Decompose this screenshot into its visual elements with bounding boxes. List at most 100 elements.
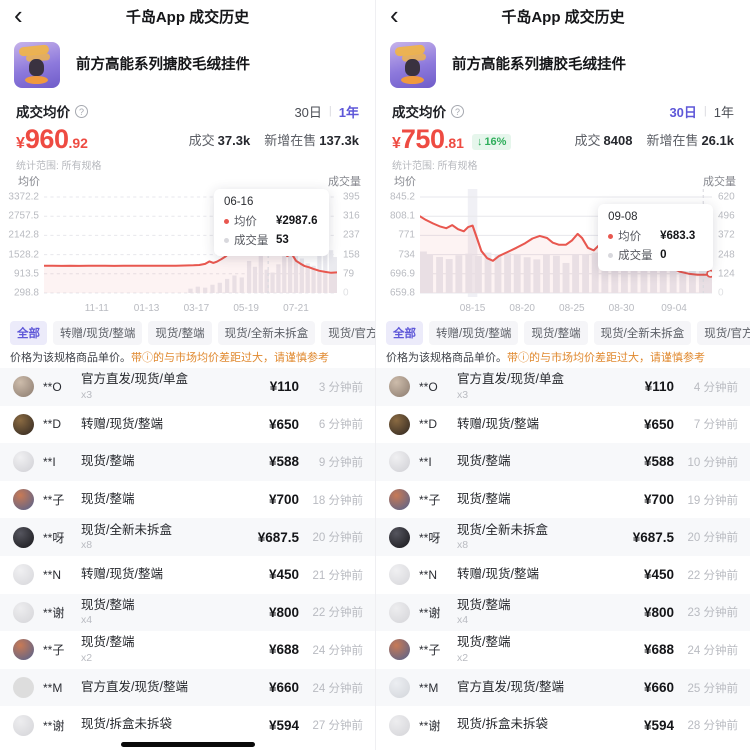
chart-plot-area[interactable]: 06-16 均价 ¥2987.6 成交量 53 11-11 01-13 03-17 05-… xyxy=(44,189,337,315)
x-axis-tick: 01-13 xyxy=(133,303,160,314)
username: **M xyxy=(419,680,439,695)
tooltip-volume-label: 成交量 xyxy=(233,235,269,247)
time-ago: 21 分钟前 xyxy=(312,569,364,582)
deal-price: ¥800 xyxy=(268,604,299,620)
range-tab-30d[interactable]: 30日 xyxy=(294,104,322,120)
avatar xyxy=(389,677,410,699)
home-indicator[interactable] xyxy=(120,742,255,747)
filter-tab[interactable]: 现货/全新未拆盒 xyxy=(217,321,316,345)
price-volume-chart[interactable]: 3372.2 2757.5 2142.8 1528.2 913.5 298.8 06-16… xyxy=(0,189,375,315)
volume-series-dot xyxy=(608,252,614,258)
transaction-row[interactable]: **I 现货/整端 ¥588 10 分钟前 xyxy=(376,443,750,481)
transaction-row[interactable]: **M 官方直发/现货/整端 ¥660 24 分钟前 xyxy=(0,668,375,707)
deal-price: ¥588 xyxy=(643,454,674,470)
stat-value: 8408 xyxy=(603,132,633,148)
time-ago: 22 分钟前 xyxy=(687,569,739,582)
price-decimal: .92 xyxy=(68,134,88,151)
thumb-base-shape xyxy=(401,76,424,84)
notice-text: 价格为该规格商品单价。 xyxy=(386,352,507,364)
transaction-row[interactable]: **N 转赠/现货/整端 ¥450 22 分钟前 xyxy=(376,556,750,594)
avatar xyxy=(13,564,34,586)
back-chevron-icon[interactable]: ‹ xyxy=(390,0,399,30)
username: **N xyxy=(43,567,62,582)
notice-text: 价格为该规格商品单价。 xyxy=(10,352,131,364)
username: **子 xyxy=(43,643,65,658)
back-chevron-icon[interactable]: ‹ xyxy=(14,0,23,30)
transaction-row[interactable]: **D 转赠/现货/整端 ¥650 6 分钟前 xyxy=(0,406,375,444)
filter-tab[interactable]: 现货/官方直 xyxy=(697,321,750,345)
transaction-row[interactable]: **子 现货/整端 x2 ¥688 24 分钟前 xyxy=(376,631,750,669)
transaction-row[interactable]: **O 官方直发/现货/单盒 x3 ¥110 3 分钟前 xyxy=(0,368,375,406)
price-integer: 750 xyxy=(400,123,445,154)
chart-axis-titles: 均价 成交量 xyxy=(0,173,375,188)
x-axis-tick: 05-19 xyxy=(233,303,259,314)
product-summary[interactable]: 前方高能系列搪胶毛绒挂件 xyxy=(0,34,375,88)
transaction-row[interactable]: **子 现货/整端 ¥700 18 分钟前 xyxy=(0,481,375,519)
range-tab-1y[interactable]: 1年 xyxy=(713,104,734,120)
filter-tab[interactable]: 现货/官方直 xyxy=(321,321,375,345)
tooltip-volume-label: 成交量 xyxy=(618,250,653,262)
range-tab-30d[interactable]: 30日 xyxy=(669,104,697,120)
transaction-row[interactable]: **呀 现货/全新未拆盒 x8 ¥687.5 20 分钟前 xyxy=(0,518,375,556)
transaction-list: **O 官方直发/现货/单盒 x3 ¥110 4 分钟前 **D 转赠/现货/整… xyxy=(376,368,750,744)
deal-price: ¥800 xyxy=(643,604,674,620)
deal-price: ¥588 xyxy=(268,454,299,470)
filter-tab[interactable]: 转赠/现货/整端 xyxy=(53,321,143,345)
filter-tab[interactable]: 全部 xyxy=(10,321,47,345)
filter-tab[interactable]: 转赠/现货/整端 xyxy=(429,321,519,345)
product-summary[interactable]: 前方高能系列搪胶毛绒挂件 xyxy=(376,34,750,88)
spec-label: 现货/整端 xyxy=(457,454,511,469)
x-axis: 08-15 08-20 08-25 08-30 09-04 xyxy=(420,301,712,315)
transaction-row[interactable]: **子 现货/整端 ¥700 19 分钟前 xyxy=(376,481,750,519)
y-left-axis-title: 均价 xyxy=(394,176,416,188)
transaction-row[interactable]: **O 官方直发/现货/单盒 x3 ¥110 4 分钟前 xyxy=(376,368,750,406)
y-axis-tick: 696.9 xyxy=(389,268,415,280)
deal-price: ¥700 xyxy=(268,492,299,508)
transaction-row[interactable]: **子 现货/整端 x2 ¥688 24 分钟前 xyxy=(0,631,375,669)
range-toggle: 30日 | 1年 xyxy=(669,102,734,121)
tooltip-date: 09-08 xyxy=(608,211,638,223)
transaction-row[interactable]: **N 转赠/现货/整端 ¥450 21 分钟前 xyxy=(0,556,375,594)
price-volume-chart[interactable]: 845.2 808.1 771 734 696.9 659.8 09-08 均价 ¥683.… xyxy=(376,189,750,315)
filter-tab[interactable]: 现货/整端 xyxy=(148,321,212,345)
avatar xyxy=(13,601,34,623)
username: **谢 xyxy=(419,605,441,620)
header: ‹ 千岛App 成交历史 xyxy=(376,0,750,34)
transaction-row[interactable]: **谢 现货/拆盒未拆袋 ¥594 28 分钟前 xyxy=(376,706,750,744)
stat-label: 成交 xyxy=(188,132,215,148)
filter-tab[interactable]: 全部 xyxy=(386,321,423,345)
y-axis-tick: 248 xyxy=(718,249,735,261)
price-row: ¥960.92 成交 37.3k 新增在售 137.3k xyxy=(0,122,375,156)
range-divider: | xyxy=(703,105,707,117)
transaction-row[interactable]: **谢 现货/整端 x4 ¥800 23 分钟前 xyxy=(376,593,750,632)
transaction-row[interactable]: **谢 现货/拆盒未拆袋 ¥594 27 分钟前 xyxy=(0,706,375,744)
chart-plot-area[interactable]: 09-08 均价 ¥683.3 成交量 0 08-15 08-20 08-25 08-30… xyxy=(420,189,714,315)
username: **I xyxy=(419,454,432,469)
time-ago: 24 分钟前 xyxy=(312,644,364,657)
header: ‹ 千岛App 成交历史 xyxy=(0,0,375,34)
price-notice: 价格为该规格商品单价。带ⓘ的与市场均价差距过大，请谨慎参考 xyxy=(376,350,750,366)
help-circle-icon[interactable]: ? xyxy=(451,104,464,118)
spec-label: 现货/整端 xyxy=(81,454,135,469)
username: **子 xyxy=(419,493,441,508)
quantity-label: x8 xyxy=(81,539,93,552)
y-axis-tick: 1528.2 xyxy=(8,249,39,261)
transaction-row[interactable]: **呀 现货/全新未拆盒 x8 ¥687.5 20 分钟前 xyxy=(376,518,750,556)
spec-label: 现货/整端 xyxy=(457,635,511,650)
transaction-row[interactable]: **M 官方直发/现货/整端 ¥660 25 分钟前 xyxy=(376,668,750,707)
deal-price: ¥687.5 xyxy=(257,529,299,545)
transaction-row[interactable]: **D 转赠/现货/整端 ¥650 7 分钟前 xyxy=(376,406,750,444)
filter-tab[interactable]: 现货/整端 xyxy=(524,321,588,345)
y-left-axis-title: 均价 xyxy=(18,176,40,188)
deal-price: ¥650 xyxy=(268,416,299,432)
avatar xyxy=(13,451,34,473)
filter-tab[interactable]: 现货/全新未拆盒 xyxy=(593,321,692,345)
y-axis-tick: 734 xyxy=(398,249,415,261)
filter-tabs: 全部 转赠/现货/整端 现货/整端 现货/全新未拆盒 现货/官方直 xyxy=(0,320,375,346)
y-axis-tick: 771 xyxy=(398,229,415,241)
transaction-history-panel: ‹ 千岛App 成交历史 前方高能系列搪胶毛绒挂件 成交均价 ? 30日 | 1… xyxy=(0,0,375,747)
range-tab-1y[interactable]: 1年 xyxy=(338,104,359,120)
transaction-row[interactable]: **I 现货/整端 ¥588 9 分钟前 xyxy=(0,443,375,481)
transaction-row[interactable]: **谢 现货/整端 x4 ¥800 22 分钟前 xyxy=(0,593,375,632)
help-circle-icon[interactable]: ? xyxy=(75,104,88,118)
